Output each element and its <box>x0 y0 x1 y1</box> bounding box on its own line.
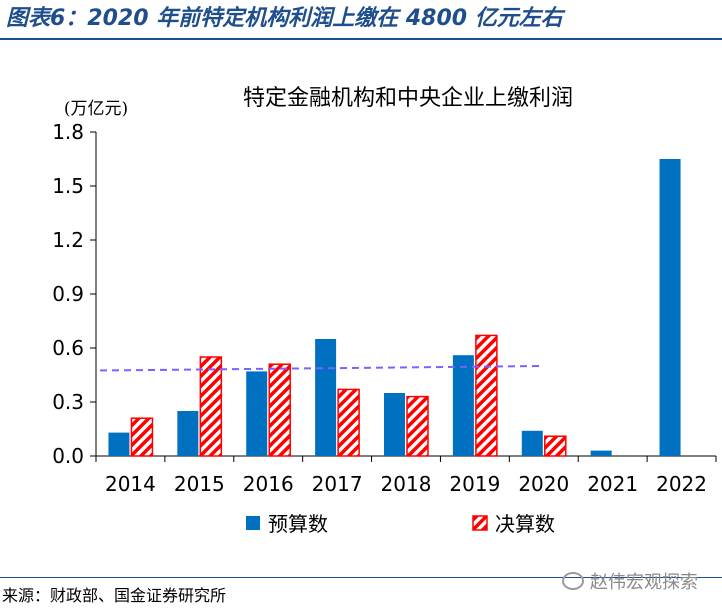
y-tick-label: 1.2 <box>52 228 84 252</box>
x-tick-label: 2021 <box>587 472 638 496</box>
bar-final <box>268 363 291 457</box>
x-tick-label: 2019 <box>449 472 500 496</box>
y-tick-label: 1.5 <box>52 174 84 198</box>
y-tick-label: 0.3 <box>52 390 84 414</box>
y-tick-label: 1.8 <box>52 120 84 144</box>
bar-budget <box>590 450 612 456</box>
bar-final <box>199 356 223 457</box>
trend-line <box>99 365 544 372</box>
bar-budget <box>108 432 130 456</box>
bar-final <box>337 388 360 457</box>
bar-budget <box>384 393 405 456</box>
watermark: 赵伟宏观探索 <box>562 568 698 594</box>
bar-final <box>406 395 429 457</box>
bar-budget <box>315 339 337 456</box>
bar-budget <box>177 411 199 456</box>
x-tick-label: 2015 <box>174 472 225 496</box>
x-tick-label: 2022 <box>656 472 707 496</box>
legend-label-budget: 预算数 <box>268 512 328 536</box>
y-tick-label: 0.9 <box>52 282 84 306</box>
y-axis-label: (万亿元) <box>64 99 128 119</box>
bar-budget <box>659 159 681 456</box>
bar-final <box>475 334 498 457</box>
y-tick-label: 0.0 <box>52 444 84 468</box>
legend-label-final: 决算数 <box>495 512 555 536</box>
bar-budget <box>521 430 543 456</box>
bar-final <box>130 417 154 457</box>
watermark-text: 赵伟宏观探索 <box>590 572 698 593</box>
wechat-icon <box>562 572 584 590</box>
legend-swatch-final <box>472 515 488 531</box>
x-tick-label: 2017 <box>312 472 363 496</box>
footer-rule <box>0 577 722 578</box>
x-tick-label: 2014 <box>105 472 156 496</box>
title-rule <box>0 38 722 40</box>
legend-swatch-budget <box>246 516 260 530</box>
figure-title: 图表6：2020 年前特定机构利润上缴在 4800 亿元左右 <box>6 6 563 31</box>
x-tick-label: 2020 <box>518 472 569 496</box>
chart-title: 特定金融机构和中央企业上缴利润 <box>243 86 573 111</box>
y-tick-label: 0.6 <box>52 336 84 360</box>
source-note: 来源：财政部、国金证券研究所 <box>2 586 227 605</box>
x-tick-label: 2016 <box>243 472 294 496</box>
bar-final <box>544 435 567 457</box>
bar-budget <box>452 355 474 456</box>
chart: 特定金融机构和中央企业上缴利润 (万亿元) 0.0 0.3 0.6 0.9 1.2 1.5… <box>52 86 717 536</box>
x-tick-label: 2018 <box>381 472 432 496</box>
bar-budget <box>246 371 268 456</box>
